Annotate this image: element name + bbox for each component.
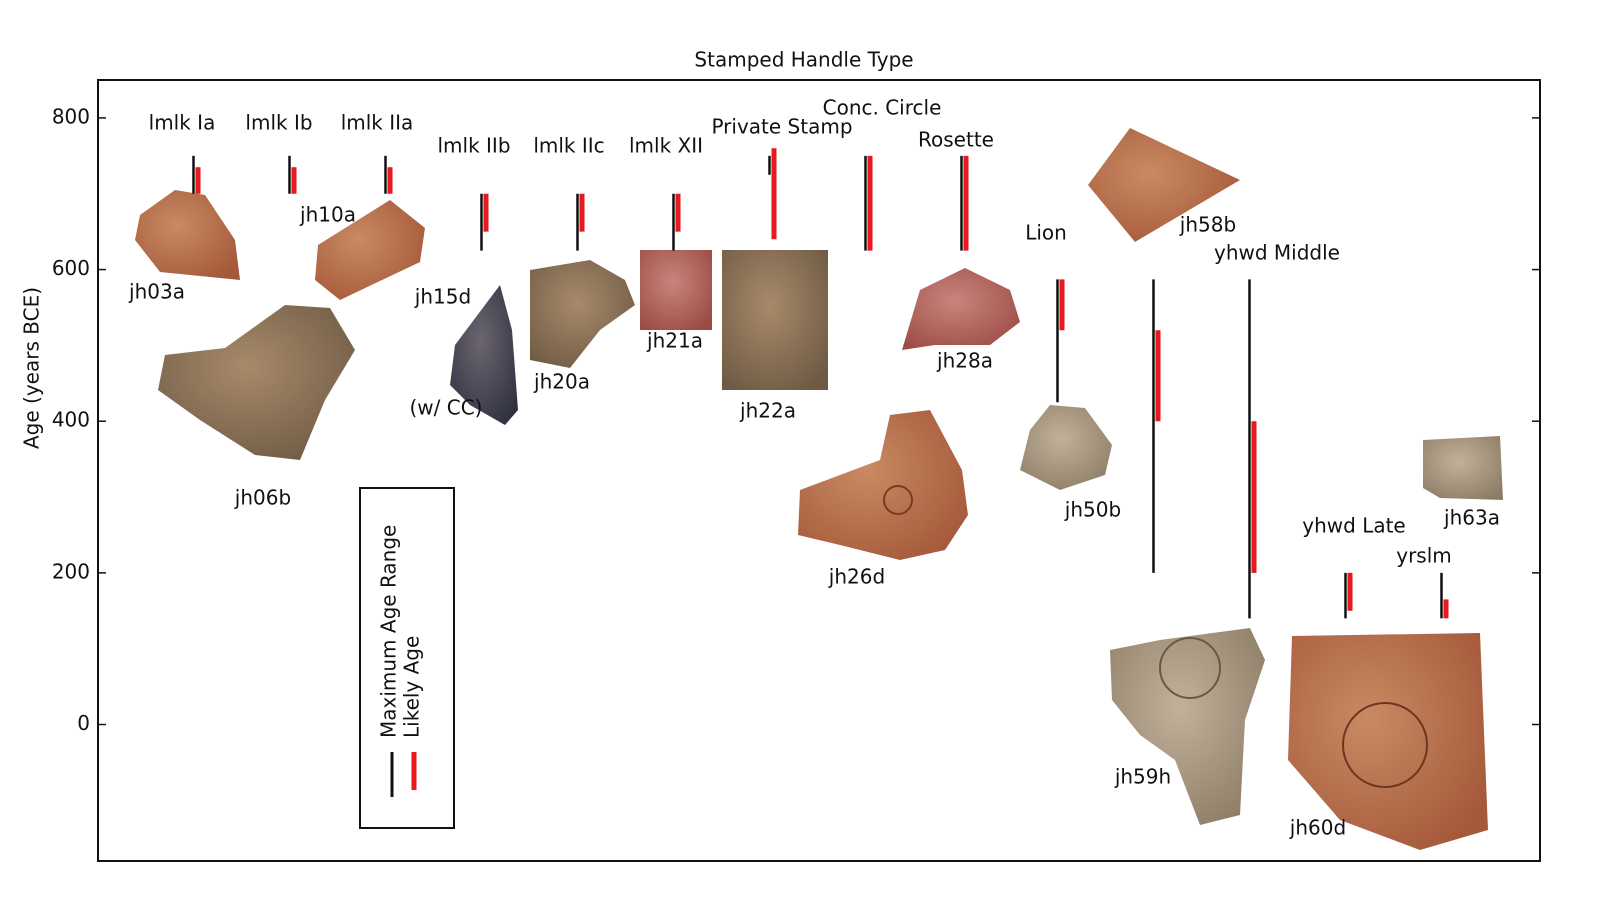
legend-label: Likely Age xyxy=(400,636,424,738)
specimen-label: jh06b xyxy=(234,486,291,510)
category-label: lmlk Ia xyxy=(149,111,216,135)
photo xyxy=(1423,436,1503,500)
specimen-label: jh20a xyxy=(533,370,590,394)
y-tick-label: 600 xyxy=(52,256,90,280)
photo xyxy=(315,200,425,300)
y-tick-label: 200 xyxy=(52,559,90,583)
category-label: lmlk Ib xyxy=(245,111,312,135)
photo xyxy=(798,410,968,560)
photo xyxy=(158,305,355,460)
specimen-label: jh10a xyxy=(299,203,356,227)
category-label: Lion xyxy=(1025,221,1067,245)
legend-frame xyxy=(359,487,455,829)
chart-title: Stamped Handle Type xyxy=(694,48,913,72)
specimen-label: jh60d xyxy=(1289,816,1346,840)
photo xyxy=(530,260,635,368)
specimen-label: jh59h xyxy=(1114,765,1171,789)
specimen-label: jh15d xyxy=(414,285,471,309)
photo xyxy=(1110,628,1265,825)
category-label: lmlk IIc xyxy=(533,134,604,158)
specimen-label: (w/ CC) xyxy=(410,396,483,420)
photo xyxy=(722,250,828,390)
specimen-label: jh50b xyxy=(1064,498,1121,522)
photos xyxy=(135,128,1503,850)
y-tick-label: 400 xyxy=(52,408,90,432)
specimen-label: jh58b xyxy=(1179,213,1236,237)
stamp-circle xyxy=(1159,637,1221,699)
category-label: yhwd Middle xyxy=(1214,241,1340,265)
y-tick-label: 800 xyxy=(52,104,90,128)
y-tick-label: 0 xyxy=(77,711,90,735)
specimen-label: jh03a xyxy=(128,280,185,304)
photo xyxy=(1020,405,1112,490)
category-label: Rosette xyxy=(918,128,994,152)
specimen-label: jh26d xyxy=(828,565,885,589)
legend-label: Maximum Age Range xyxy=(377,525,401,738)
y-axis-label: Age (years BCE) xyxy=(20,287,44,449)
photo xyxy=(1288,633,1488,850)
photo xyxy=(640,250,712,330)
specimen-label: jh22a xyxy=(739,399,796,423)
photo xyxy=(1088,128,1240,242)
legend: Maximum Age Range Likely Age xyxy=(359,487,455,829)
category-label: lmlk XII xyxy=(629,134,703,158)
category-label: yrslm xyxy=(1396,544,1452,568)
photo xyxy=(135,190,240,280)
category-label: yhwd Late xyxy=(1302,514,1405,538)
stamp-circle xyxy=(883,485,913,515)
specimen-label: jh63a xyxy=(1443,506,1500,530)
photo xyxy=(902,268,1020,350)
plot-frame xyxy=(97,79,1541,862)
category-label: lmlk IIb xyxy=(437,134,510,158)
photo xyxy=(450,285,518,425)
stamp-circle xyxy=(1342,702,1428,788)
category-label: Conc. Circle xyxy=(823,96,942,120)
specimen-label: jh21a xyxy=(646,329,703,353)
specimen-label: jh28a xyxy=(936,349,993,373)
category-label: lmlk IIa xyxy=(341,111,414,135)
category-label: Private Stamp xyxy=(711,115,852,139)
